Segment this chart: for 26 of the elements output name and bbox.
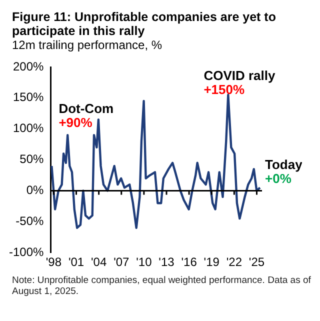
y-tick-label: 100% [12, 121, 44, 136]
x-tick-label: '98 [46, 255, 62, 270]
text: Today [265, 157, 304, 172]
y-tick-label: -50% [16, 214, 44, 228]
y-tick-label: 200% [12, 59, 44, 74]
x-tick-label: '04 [90, 255, 107, 270]
x-tick-label: '25 [248, 255, 265, 270]
chart-subtitle: 12m trailing performance, % [12, 38, 164, 53]
x-tick-label: '13 [158, 255, 175, 270]
annotation: +150% [204, 82, 245, 98]
x-tick-label: '16 [181, 255, 198, 270]
x-tick-label: '10 [136, 255, 152, 270]
x-tick-label: '19 [204, 255, 220, 270]
x-tick-label: '01 [68, 255, 84, 270]
annotation: +90% [58, 115, 93, 130]
y-tick-label: -100% [9, 244, 44, 259]
x-tick-label: '07 [114, 255, 130, 270]
annotation: Dot-Com [58, 101, 114, 116]
y-tick-label: 50% [20, 152, 44, 166]
text: +0% [265, 171, 292, 186]
x-tick-label: '22 [226, 255, 242, 270]
text: Note: Unprofitable companies, equal weighted performance. Data as of August 1, 2025. [12, 275, 312, 297]
y-tick-label: 150% [12, 90, 44, 104]
annotation: COVID rally [204, 68, 276, 84]
y-tick-label: 0% [26, 183, 44, 198]
chart-title: Figure 11: Unprofitable companies are yet to participate in this rally [12, 10, 277, 38]
